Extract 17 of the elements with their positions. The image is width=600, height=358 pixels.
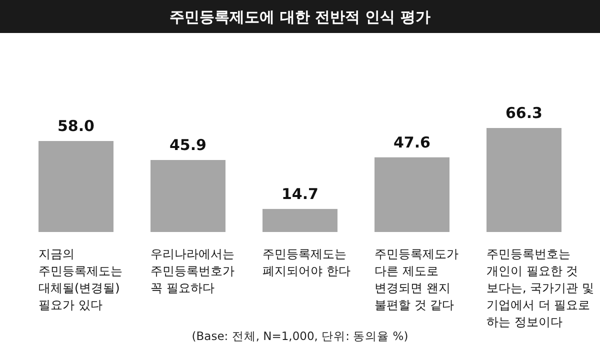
- x-tick-label: 주민등록제도가 다른 제도로 변경되면 왠지 불편할 것 같다: [374, 247, 458, 312]
- bar: [38, 141, 114, 232]
- data-label: 58.0: [57, 117, 95, 136]
- bar: [150, 160, 226, 232]
- x-tick-label: 우리나라에서는 주민등록번호가 꼭 필요하다: [150, 247, 234, 295]
- x-tick-label: 주민등록제도는 폐지되어야 한다: [262, 247, 350, 278]
- bar: [486, 128, 562, 232]
- x-tick-label: 지금의 주민등록제도는 대체될(변경될) 필요가 있다: [38, 247, 122, 312]
- data-label: 47.6: [393, 133, 431, 152]
- x-tick-label: 주민등록번호는 개인이 필요한 것 보다는, 국가기관 및 기업에서 더 필요로 하는 정보이다: [486, 247, 594, 329]
- data-label: 66.3: [505, 104, 543, 122]
- bar: [374, 157, 450, 232]
- data-label: 45.9: [169, 136, 207, 154]
- text: (Base: 전체, N=1,000, 단위: 동의율 %): [192, 329, 408, 343]
- data-label: 14.7: [281, 184, 319, 203]
- bar: [262, 208, 338, 232]
- chart-title: 주민등록제도에 대한 전반적 인식 평가: [170, 8, 430, 26]
